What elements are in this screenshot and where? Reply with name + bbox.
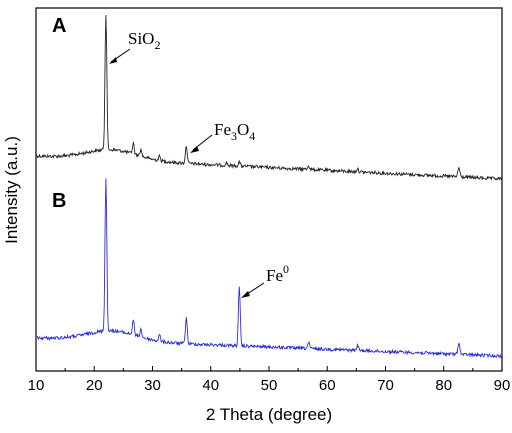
- series-line-b: [35, 178, 503, 359]
- panel-label-a: A: [52, 15, 66, 37]
- annotation-arrowhead-fe3o4: [190, 146, 199, 153]
- series-line-a: [35, 14, 503, 182]
- panel-label-b: B: [52, 190, 66, 212]
- annotation-arrowhead-fe0: [241, 291, 250, 298]
- x-axis-title: 2 Theta (degree): [206, 405, 332, 424]
- x-tick-label: 90: [494, 377, 511, 394]
- annotation-arrowhead-sio2: [109, 57, 117, 64]
- x-tick-label: 20: [86, 377, 103, 394]
- y-axis-title: Intensity (a.u.): [2, 136, 21, 244]
- x-tick-label: 70: [377, 377, 394, 394]
- annotation-fe0: Fe0: [266, 262, 289, 285]
- x-tick-label: 10: [28, 377, 45, 394]
- x-tick-label: 40: [202, 377, 219, 394]
- x-tick-label: 60: [319, 377, 336, 394]
- x-axis-ticks: 10 20 30 40 50 60 70 80 90: [28, 366, 511, 394]
- x-tick-label: 80: [435, 377, 452, 394]
- annotation-sio2: SiO2: [128, 29, 160, 52]
- x-tick-label: 30: [144, 377, 161, 394]
- x-tick-label: 50: [261, 377, 278, 394]
- annotation-fe3o4: Fe3O4: [214, 120, 255, 143]
